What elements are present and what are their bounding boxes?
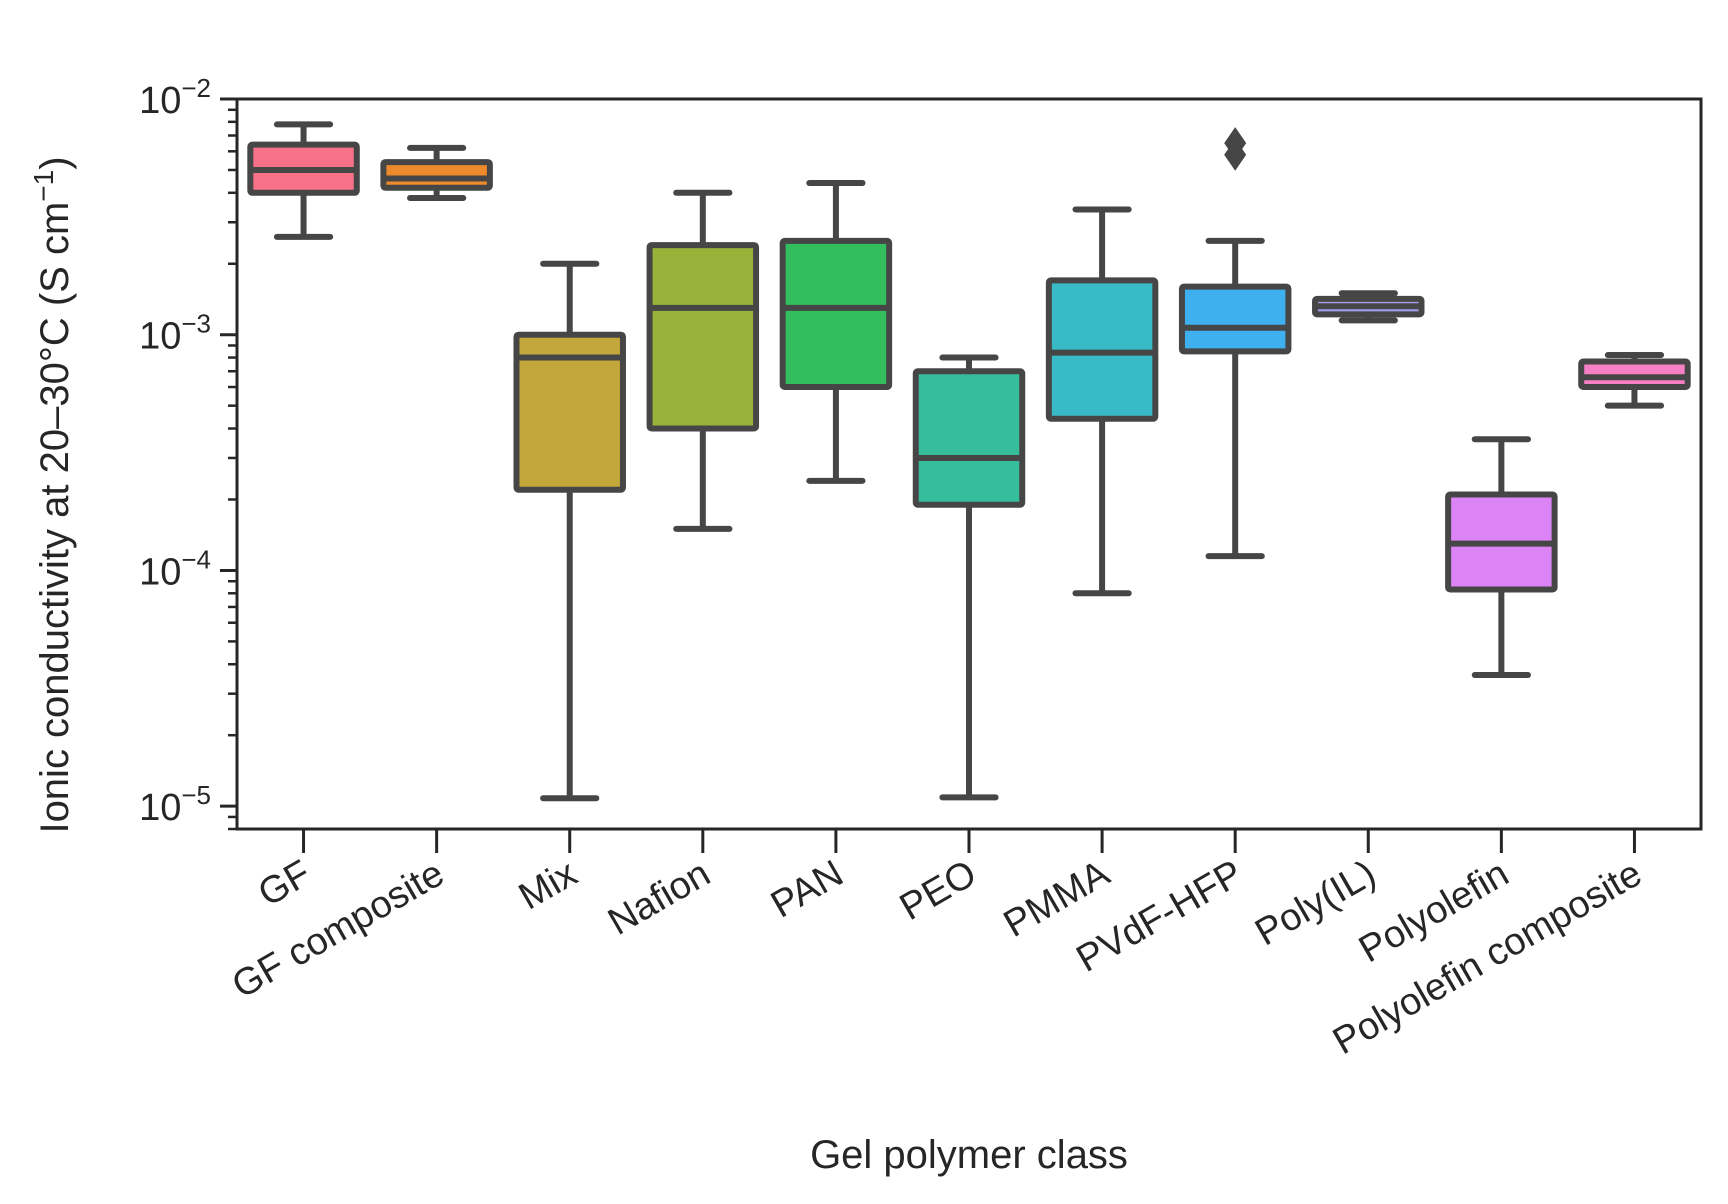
y-tick-label-base: 10	[139, 551, 181, 593]
y-tick-label-exponent: −3	[181, 309, 211, 339]
outlier-point	[1224, 127, 1247, 160]
box-body	[513, 331, 626, 493]
box-body	[380, 159, 493, 191]
box-group-pvdf-hfp	[1178, 127, 1292, 560]
x-tick-label: PAN	[764, 852, 850, 926]
y-tick-label-exponent: −2	[181, 73, 211, 103]
box-body	[912, 368, 1026, 508]
y-tick-label-base: 10	[139, 316, 181, 358]
box-group-peo	[912, 354, 1026, 801]
box-group-mix	[513, 260, 626, 802]
y-tick-label-exponent: −4	[181, 544, 211, 574]
y-tick-label: 10−4	[139, 544, 211, 593]
y-tick-label: 10−5	[139, 780, 211, 829]
y-tick-label: 10−3	[139, 309, 211, 358]
y-axis-title-close: )	[33, 156, 77, 169]
box-group-gf	[247, 121, 360, 240]
y-axis: 10−510−410−310−2	[139, 73, 237, 831]
x-tick-label: Mix	[512, 852, 584, 918]
x-axis-title: Gel polymer class	[810, 1133, 1128, 1177]
box-group-gf-composite	[380, 144, 493, 202]
box-marks	[247, 121, 1691, 802]
y-tick-label-exponent: −5	[181, 780, 211, 810]
x-tick-label: PEO	[893, 852, 983, 928]
x-tick-label: Nafion	[601, 852, 717, 943]
box-body	[1578, 358, 1691, 391]
y-tick-label-base: 10	[139, 80, 181, 122]
box-body	[646, 242, 760, 432]
box-group-pan	[779, 180, 893, 484]
box-group-poly-il	[1312, 290, 1425, 324]
x-tick-label: GF	[251, 852, 318, 915]
box-group-pmma	[1045, 206, 1159, 597]
y-axis-title: Ionic conductivity at 20–30°C (S cm−1)	[28, 156, 77, 833]
y-axis-title-text: Ionic conductivity at 20–30°C (S cm	[33, 202, 77, 834]
box-group-polyolefin-composite	[1578, 352, 1691, 409]
box-group-nafion	[646, 189, 760, 532]
y-axis-title-exponent: −1	[28, 170, 59, 202]
box-body	[779, 237, 893, 391]
box-group-polyolefin	[1445, 436, 1558, 679]
box-body	[1178, 283, 1292, 355]
y-tick-label-base: 10	[139, 787, 181, 829]
y-tick-label: 10−2	[139, 73, 211, 122]
